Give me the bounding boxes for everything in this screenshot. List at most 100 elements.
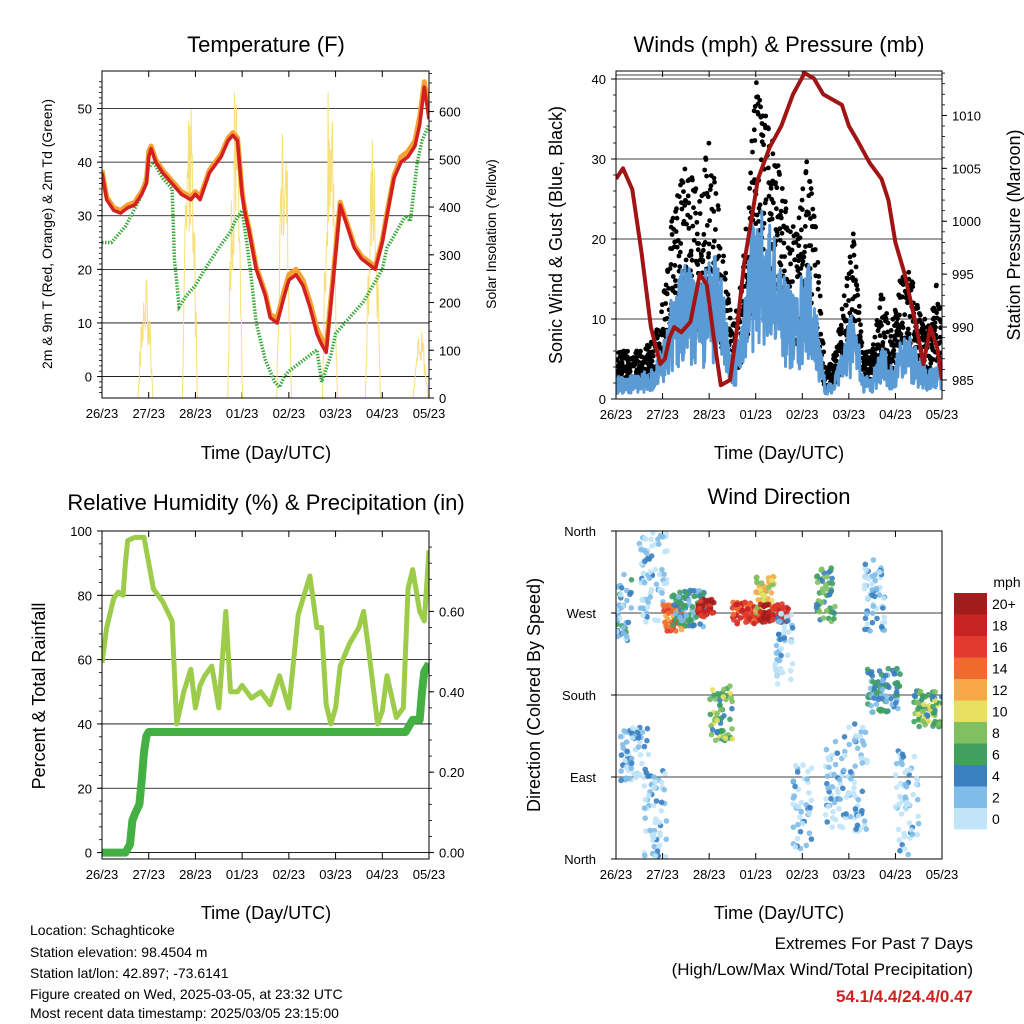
gust-point <box>879 323 884 328</box>
humidity-ytick-label: 20 <box>78 781 92 796</box>
gust-point <box>696 241 702 246</box>
wind-direction-point <box>892 680 898 687</box>
gust-point <box>760 133 766 139</box>
wind-direction-point <box>656 571 663 578</box>
gust-point <box>682 203 688 208</box>
gust-point <box>881 330 887 336</box>
wind-direction-point <box>822 812 829 818</box>
gust-point <box>813 224 818 230</box>
wind-direction-ylabel: Direction (Colored By Speed) <box>524 578 544 812</box>
wind-direction-point <box>689 604 696 610</box>
wind-direction-point <box>877 708 884 714</box>
wind-direction-point <box>648 536 654 543</box>
wind-direction-point <box>871 572 878 579</box>
wind-direction-point <box>628 577 635 583</box>
gust-point <box>895 316 900 322</box>
wind-direction-point <box>787 667 794 674</box>
gust-point <box>688 248 694 254</box>
wind-direction-point <box>775 618 782 625</box>
wind-direction-point <box>679 601 685 607</box>
gust-point <box>754 212 760 218</box>
wind-direction-point <box>616 607 620 614</box>
wind-direction-point <box>855 813 862 819</box>
wind-direction-point <box>656 541 662 547</box>
humidity-ytick-right-label: 0.00 <box>439 846 464 861</box>
wind-direction-point <box>651 843 657 850</box>
wind-direction-point <box>620 624 627 631</box>
temperature-ylabel: 2m & 9m T (Red, Orange) & 2m Td (Green) <box>39 99 55 369</box>
wind-direction-point <box>894 784 900 791</box>
gust-point <box>711 209 717 214</box>
gust-point <box>743 226 749 232</box>
wind-direction-point <box>781 635 788 641</box>
wind-direction-point <box>824 819 830 825</box>
gust-point <box>699 253 704 259</box>
gust-point <box>922 325 927 330</box>
wind-direction-point <box>649 543 655 549</box>
wind-direction-point <box>917 688 924 695</box>
wind-direction-point <box>832 761 839 768</box>
gust-point <box>809 191 814 197</box>
wind-direction-point <box>932 689 938 695</box>
wind-direction-point <box>789 625 796 631</box>
gust-point <box>907 313 913 319</box>
gust-point <box>783 206 789 212</box>
wind-direction-point <box>829 580 836 587</box>
gust-point <box>779 230 785 236</box>
gust-point <box>906 269 912 275</box>
wind-direction-point <box>642 815 648 821</box>
colorbar-swatch <box>954 679 987 701</box>
wind-direction-point <box>639 760 645 767</box>
wind-direction-point <box>826 757 832 763</box>
gust-point <box>670 215 676 221</box>
wind-direction-point <box>799 820 806 827</box>
wind-direction-point <box>641 743 648 750</box>
humidity-xtick-label: 04/23 <box>366 867 399 882</box>
gust-point <box>893 310 899 315</box>
wind-direction-point <box>642 558 648 565</box>
wind-direction-point <box>645 751 652 758</box>
gust-point <box>751 127 757 133</box>
gust-point <box>906 331 912 337</box>
gust-point <box>821 349 827 355</box>
gust-point <box>884 311 889 316</box>
gust-point <box>695 262 701 267</box>
wind-direction-point <box>828 565 834 571</box>
wind-direction-point <box>744 606 751 612</box>
wind-direction-point <box>870 557 877 563</box>
temperature-ytick-right-label: 0 <box>439 391 446 406</box>
gust-point <box>933 324 938 330</box>
gust-point <box>680 180 686 185</box>
wind-direction-point <box>788 612 795 618</box>
colorbar-label: 6 <box>992 747 1000 763</box>
gust-point <box>778 208 784 214</box>
gust-point <box>768 182 774 188</box>
wind-direction-point <box>903 806 909 812</box>
gust-point <box>820 341 826 346</box>
gust-point <box>676 253 682 259</box>
wind-direction-point <box>768 590 775 596</box>
wind-direction-point <box>690 588 697 594</box>
colorbar-swatch <box>954 700 987 722</box>
wind-direction-point <box>902 794 909 800</box>
gust-point <box>761 142 766 148</box>
wind-direction-point <box>823 582 829 588</box>
gust-point <box>801 254 807 260</box>
wind-direction-point <box>718 706 724 713</box>
gust-point <box>841 293 847 299</box>
wind-direction-point <box>897 847 903 854</box>
colorbar-label: 10 <box>992 704 1008 720</box>
gust-point <box>681 189 686 195</box>
wind-direction-point <box>709 687 716 693</box>
wind-direction-point <box>627 591 633 598</box>
wind-direction-point <box>859 760 866 766</box>
gust-point <box>922 316 928 322</box>
wind-direction-point <box>733 601 739 608</box>
gust-point <box>890 358 895 364</box>
humidity-ytick-label: 40 <box>78 717 92 732</box>
winds-plot-frame <box>615 70 943 400</box>
gust-point <box>778 215 784 221</box>
wind-direction-point <box>654 848 661 854</box>
gust-point <box>729 330 735 336</box>
wind-direction-point <box>661 787 667 793</box>
